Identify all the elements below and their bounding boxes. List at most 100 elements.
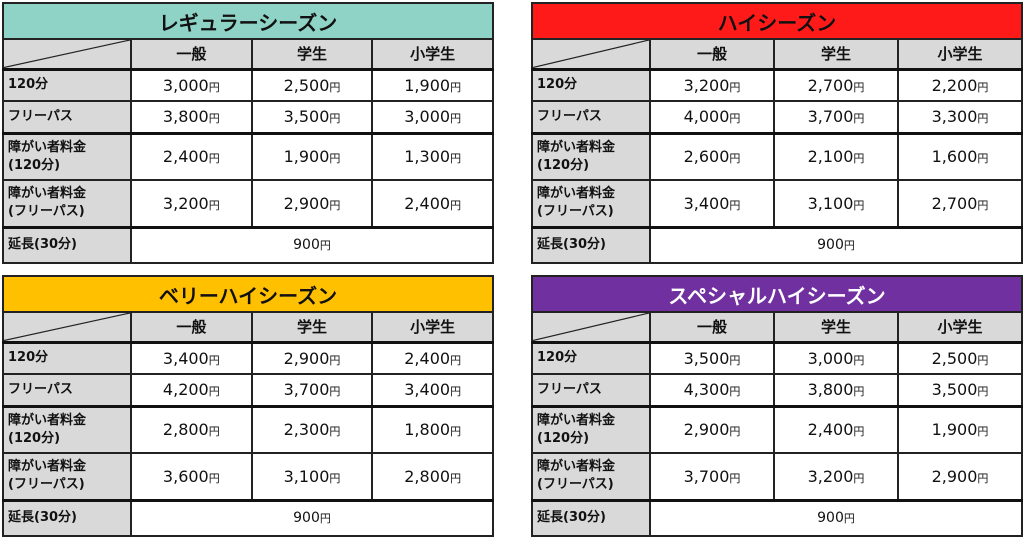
column-header-elementary: 小学生 <box>897 38 1023 71</box>
price-cell: 3,500円 <box>897 373 1023 407</box>
price-cell: 2,900円 <box>250 179 374 228</box>
season-title: ベリーハイシーズン <box>2 275 494 313</box>
table-row: 120分 3,200円 2,700円 2,200円 <box>531 68 1023 102</box>
price-cell: 3,500円 <box>250 100 374 134</box>
price-cell: 3,700円 <box>649 452 775 501</box>
table-row: 120分 3,500円 3,000円 2,500円 <box>531 341 1023 375</box>
table-row: 120分 3,000円 2,500円 1,900円 <box>2 68 494 102</box>
price-cell: 2,300円 <box>250 404 374 454</box>
row-label: 延長(30分) <box>2 498 132 537</box>
price-cell: 3,400円 <box>371 373 494 407</box>
row-label: 障がい者料金 (120分) <box>2 404 132 454</box>
row-label: 障がい者料金 (120分) <box>531 404 651 454</box>
column-header-general: 一般 <box>130 311 253 344</box>
table-row: 障がい者料金 (120分) 2,600円 2,100円 1,600円 <box>531 131 1023 181</box>
table-row: 延長(30分) 900円 <box>2 225 494 264</box>
price-cell: 3,000円 <box>773 341 899 375</box>
price-cell: 3,200円 <box>130 179 253 228</box>
row-label: 120分 <box>531 341 651 375</box>
row-label: 障がい者料金 (フリーパス) <box>2 452 132 501</box>
row-label: 延長(30分) <box>2 225 132 264</box>
table-row: フリーパス 4,000円 3,700円 3,300円 <box>531 100 1023 134</box>
price-cell: 2,700円 <box>773 68 899 102</box>
price-cell: 4,300円 <box>649 373 775 407</box>
season-title: ハイシーズン <box>531 2 1023 40</box>
row-label: 障がい者料金 (フリーパス) <box>531 179 651 228</box>
price-cell: 3,200円 <box>649 68 775 102</box>
price-cell: 2,200円 <box>897 68 1023 102</box>
price-cell: 1,300円 <box>371 131 494 181</box>
price-cell: 3,800円 <box>773 373 899 407</box>
price-cell: 3,400円 <box>649 179 775 228</box>
price-cell: 1,900円 <box>371 68 494 102</box>
row-label: 障がい者料金 (フリーパス) <box>2 179 132 228</box>
table-row: 障がい者料金 (フリーパス) 3,700円 3,200円 2,900円 <box>531 452 1023 501</box>
row-label: 延長(30分) <box>531 498 651 537</box>
price-cell: 2,900円 <box>897 452 1023 501</box>
price-cell: 3,100円 <box>250 452 374 501</box>
price-cell: 3,200円 <box>773 452 899 501</box>
row-label: 障がい者料金 (120分) <box>531 131 651 181</box>
column-header-general: 一般 <box>130 38 253 71</box>
price-table-very-high-season: ベリーハイシーズン 一般 学生 小学生 120分 3,400円 2,900円 2… <box>2 275 494 537</box>
table-row: 延長(30分) 900円 <box>531 498 1023 537</box>
price-cell: 2,100円 <box>773 131 899 181</box>
price-cell: 3,100円 <box>773 179 899 228</box>
column-header-general: 一般 <box>649 311 775 344</box>
row-label: 120分 <box>2 68 132 102</box>
table-row: 障がい者料金 (フリーパス) 3,400円 3,100円 2,700円 <box>531 179 1023 228</box>
price-cell: 4,000円 <box>649 100 775 134</box>
price-cell: 2,700円 <box>897 179 1023 228</box>
table-row: 障がい者料金 (120分) 2,400円 1,900円 1,300円 <box>2 131 494 181</box>
price-cell: 2,800円 <box>371 452 494 501</box>
price-cell: 2,900円 <box>649 404 775 454</box>
season-title: レギュラーシーズン <box>2 2 494 40</box>
price-cell: 3,800円 <box>130 100 253 134</box>
price-cell: 2,500円 <box>250 68 374 102</box>
column-header-student: 学生 <box>250 311 374 344</box>
table-row: 障がい者料金 (フリーパス) 3,200円 2,900円 2,400円 <box>2 179 494 228</box>
column-header-elementary: 小学生 <box>371 38 494 71</box>
column-header-student: 学生 <box>250 38 374 71</box>
table-row: フリーパス 4,200円 3,700円 3,400円 <box>2 373 494 407</box>
price-cell: 1,900円 <box>250 131 374 181</box>
price-cell: 3,000円 <box>130 68 253 102</box>
row-label: フリーパス <box>531 100 651 134</box>
price-cell: 2,500円 <box>897 341 1023 375</box>
table-row: 障がい者料金 (120分) 2,900円 2,400円 1,900円 <box>531 404 1023 454</box>
price-cell: 3,000円 <box>371 100 494 134</box>
price-table-regular-season: レギュラーシーズン 一般 学生 小学生 120分 3,000円 2,500円 1… <box>2 2 494 264</box>
price-cell: 3,600円 <box>130 452 253 501</box>
price-cell: 2,400円 <box>773 404 899 454</box>
row-label: フリーパス <box>2 100 132 134</box>
table-row: 障がい者料金 (フリーパス) 3,600円 3,100円 2,800円 <box>2 452 494 501</box>
price-cell: 2,600円 <box>649 131 775 181</box>
extension-price-cell: 900円 <box>130 498 494 537</box>
price-cell: 2,800円 <box>130 404 253 454</box>
column-header-general: 一般 <box>649 38 775 71</box>
price-cell: 3,700円 <box>250 373 374 407</box>
row-label: 延長(30分) <box>531 225 651 264</box>
table-row: 延長(30分) 900円 <box>2 498 494 537</box>
price-cell: 1,800円 <box>371 404 494 454</box>
table-row: 障がい者料金 (120分) 2,800円 2,300円 1,800円 <box>2 404 494 454</box>
table-row: 120分 3,400円 2,900円 2,400円 <box>2 341 494 375</box>
row-label: フリーパス <box>2 373 132 407</box>
extension-price-cell: 900円 <box>649 225 1023 264</box>
price-cell: 3,700円 <box>773 100 899 134</box>
price-cell: 1,600円 <box>897 131 1023 181</box>
corner-diagonal-cell <box>2 38 132 71</box>
corner-diagonal-cell <box>531 311 651 344</box>
column-header-student: 学生 <box>773 38 899 71</box>
table-row: フリーパス 3,800円 3,500円 3,000円 <box>2 100 494 134</box>
column-header-elementary: 小学生 <box>897 311 1023 344</box>
column-header-student: 学生 <box>773 311 899 344</box>
column-header-elementary: 小学生 <box>371 311 494 344</box>
price-cell: 2,900円 <box>250 341 374 375</box>
row-label: 120分 <box>531 68 651 102</box>
price-cell: 3,300円 <box>897 100 1023 134</box>
row-label: フリーパス <box>531 373 651 407</box>
corner-diagonal-cell <box>531 38 651 71</box>
row-label: 120分 <box>2 341 132 375</box>
price-cell: 3,400円 <box>130 341 253 375</box>
